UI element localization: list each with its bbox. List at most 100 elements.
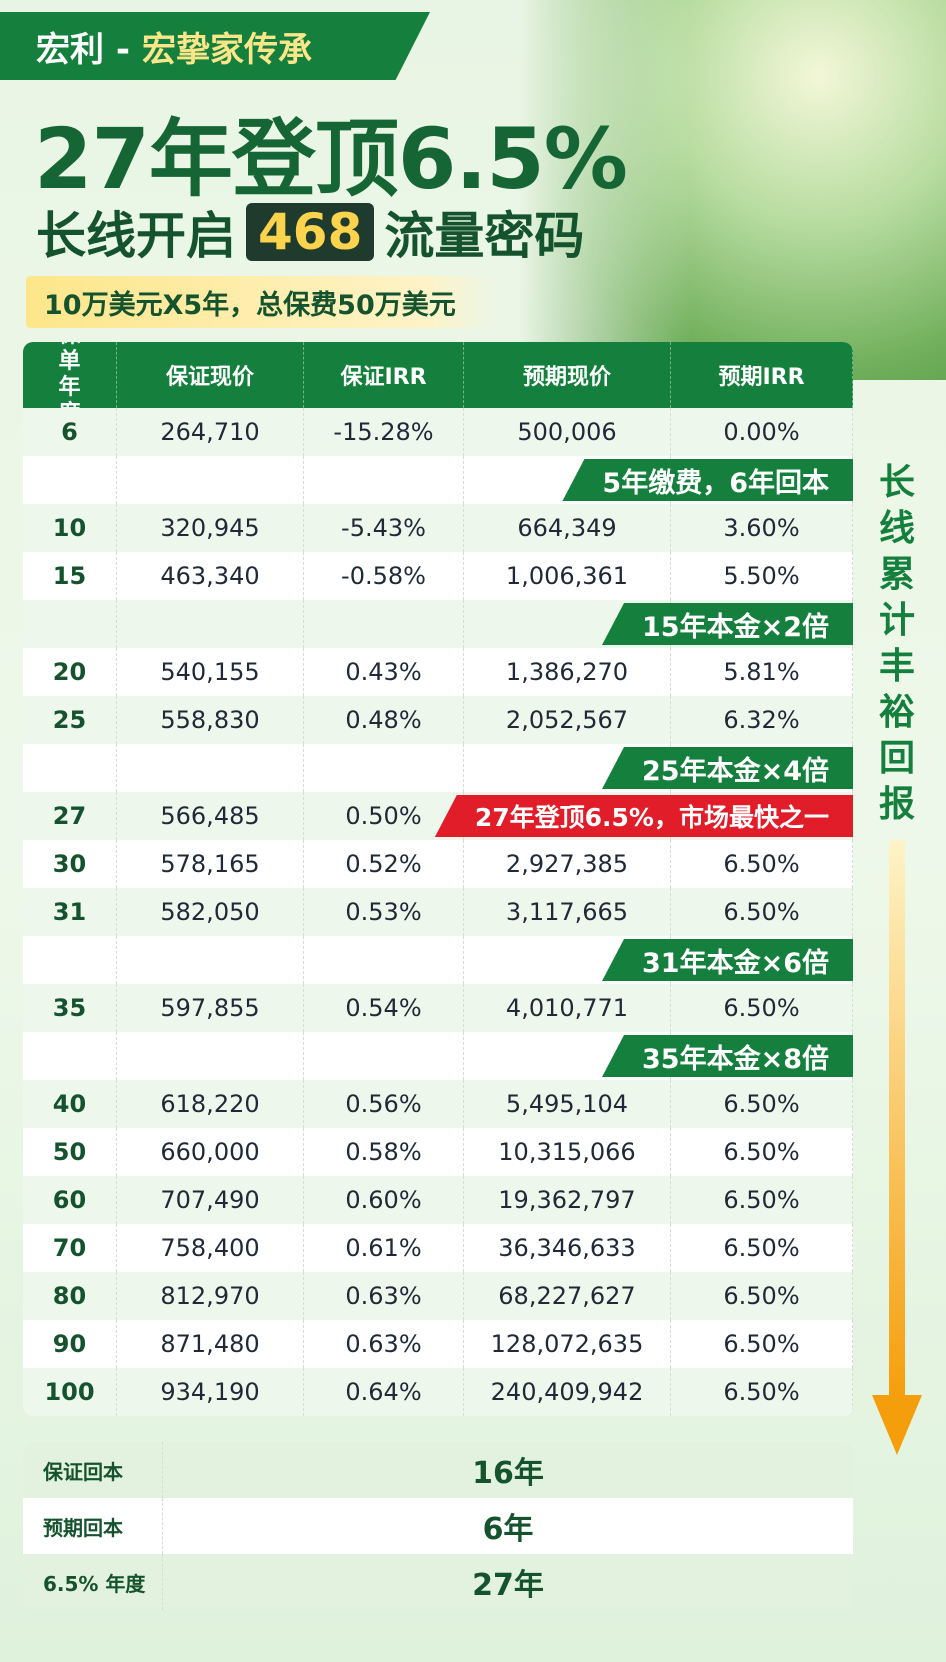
data-row: 50 660,000 0.58% 10,315,066 6.50%	[23, 1128, 853, 1176]
cell: 5.81%	[671, 648, 853, 696]
cell: 6.50%	[671, 840, 853, 888]
cell: 70	[23, 1224, 117, 1272]
data-row: 70 758,400 0.61% 36,346,633 6.50%	[23, 1224, 853, 1272]
cell: 6.32%	[671, 696, 853, 744]
summary-row: 6.5% 年度 27年	[23, 1554, 853, 1610]
title-part: 长线开启	[36, 207, 236, 265]
empty-cell	[304, 936, 464, 984]
cell: -0.58%	[304, 552, 464, 600]
photo	[520, 0, 946, 380]
cell: 578,165	[117, 840, 304, 888]
data-row: 10 320,945 -5.43% 664,349 3.60%	[23, 504, 853, 552]
cell: 0.43%	[304, 648, 464, 696]
cell: 0.63%	[304, 1320, 464, 1368]
summary-value: 27年	[472, 1568, 544, 1603]
data-row: 27 566,485 0.50% 27年登顶6.5%，市场最快之一	[23, 792, 853, 840]
banner-row: 31年本金×6倍	[23, 936, 853, 984]
title: 27年登顶6.5%	[34, 110, 628, 208]
empty-cell	[304, 744, 464, 792]
banner: 27年登顶6.5%，市场最快之一	[434, 795, 853, 837]
cell: 40	[23, 1080, 117, 1128]
cell: 597,855	[117, 984, 304, 1032]
cell: 6.50%	[671, 1320, 853, 1368]
cell: 68,227,627	[464, 1272, 671, 1320]
cell: 5,495,104	[464, 1080, 671, 1128]
cell: 6.50%	[671, 1368, 853, 1416]
summary-row: 预期回本 6年	[23, 1498, 853, 1554]
subtitle: 10万美元X5年，总保费50万美元	[26, 276, 496, 328]
cell: 60	[23, 1176, 117, 1224]
cell: 80	[23, 1272, 117, 1320]
cell: 6.50%	[671, 1224, 853, 1272]
cell: 0.50%	[304, 792, 464, 840]
title-highlight: 468	[246, 203, 375, 261]
data-row: 15 463,340 -0.58% 1,006,361 5.50%	[23, 552, 853, 600]
cell: 0.64%	[304, 1368, 464, 1416]
cell: 540,155	[117, 648, 304, 696]
cell: 128,072,635	[464, 1320, 671, 1368]
cell: 812,970	[117, 1272, 304, 1320]
column-header: 预期IRR	[671, 342, 853, 408]
summary-label: 6.5% 年度	[23, 1554, 163, 1610]
cell: 100	[23, 1368, 117, 1416]
cell: 0.58%	[304, 1128, 464, 1176]
brand-name: 宏挚家传承	[141, 29, 312, 70]
brand-bar: 宏利 - 宏挚家传承	[0, 12, 430, 80]
cell: 1,386,270	[464, 648, 671, 696]
data-row: 31 582,050 0.53% 3,117,665 6.50%	[23, 888, 853, 936]
cell: 707,490	[117, 1176, 304, 1224]
summary-value: 16年	[472, 1456, 544, 1491]
cell: 0.52%	[304, 840, 464, 888]
cell: 20	[23, 648, 117, 696]
cell: 664,349	[464, 504, 671, 552]
title-part: 流量密码	[384, 207, 585, 265]
cell: 35	[23, 984, 117, 1032]
summary-label: 保证回本	[23, 1442, 163, 1498]
data-row: 25 558,830 0.48% 2,052,567 6.32%	[23, 696, 853, 744]
cell: -5.43%	[304, 504, 464, 552]
empty-cell	[23, 936, 117, 984]
cell: 4,010,771	[464, 984, 671, 1032]
data-row: 20 540,155 0.43% 1,386,270 5.81%	[23, 648, 853, 696]
empty-cell	[23, 744, 117, 792]
cell: 934,190	[117, 1368, 304, 1416]
brand-prefix: 宏利 -	[36, 29, 130, 70]
empty-cell	[23, 600, 117, 648]
cell: 6.50%	[671, 1128, 853, 1176]
empty-cell	[117, 600, 304, 648]
summary-row: 保证回本 16年	[23, 1442, 853, 1498]
cell: 758,400	[117, 1224, 304, 1272]
cell: 6.50%	[671, 888, 853, 936]
summary-label: 预期回本	[23, 1498, 163, 1554]
cell: 30	[23, 840, 117, 888]
side-note: 长线累计丰裕回报	[878, 462, 915, 825]
cell: 10	[23, 504, 117, 552]
column-header: 保证现价	[117, 342, 304, 408]
cell: 6.50%	[671, 1080, 853, 1128]
cell: 36,346,633	[464, 1224, 671, 1272]
cell: 31	[23, 888, 117, 936]
banner: 5年缴费，6年回本	[562, 459, 853, 501]
cell: 264,710	[117, 408, 304, 456]
empty-cell	[304, 1032, 464, 1080]
banner-row: 35年本金×8倍	[23, 1032, 853, 1080]
cell: 90	[23, 1320, 117, 1368]
cell: 19,362,797	[464, 1176, 671, 1224]
cell: 5.50%	[671, 552, 853, 600]
data-row: 35 597,855 0.54% 4,010,771 6.50%	[23, 984, 853, 1032]
data-row: 6 264,710 -15.28% 500,006 0.00%	[23, 408, 853, 456]
cell: 0.48%	[304, 696, 464, 744]
data-row: 60 707,490 0.60% 19,362,797 6.50%	[23, 1176, 853, 1224]
empty-cell	[23, 456, 117, 504]
banner-row: 15年本金×2倍	[23, 600, 853, 648]
banner: 25年本金×4倍	[602, 747, 853, 789]
empty-cell	[117, 456, 304, 504]
cell: 566,485	[117, 792, 304, 840]
empty-cell	[23, 1032, 117, 1080]
cell: 6	[23, 408, 117, 456]
banner: 35年本金×8倍	[602, 1035, 853, 1077]
cell: 0.56%	[304, 1080, 464, 1128]
cell: 50	[23, 1128, 117, 1176]
data-row: 100 934,190 0.64% 240,409,942 6.50%	[23, 1368, 853, 1416]
